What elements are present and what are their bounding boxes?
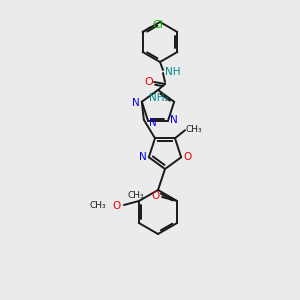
Text: O: O bbox=[113, 201, 121, 211]
Text: NH: NH bbox=[165, 67, 181, 77]
Text: N: N bbox=[149, 118, 157, 128]
Text: CH₃: CH₃ bbox=[128, 191, 144, 200]
Text: CH₃: CH₃ bbox=[89, 202, 106, 211]
Text: NH₂: NH₂ bbox=[149, 93, 169, 103]
Text: N: N bbox=[170, 115, 178, 125]
Text: O: O bbox=[145, 77, 153, 87]
Text: N: N bbox=[139, 152, 147, 162]
Text: O: O bbox=[151, 191, 159, 201]
Text: Cl: Cl bbox=[152, 20, 163, 30]
Text: CH₃: CH₃ bbox=[186, 125, 202, 134]
Text: N: N bbox=[132, 98, 140, 108]
Text: O: O bbox=[183, 152, 191, 162]
